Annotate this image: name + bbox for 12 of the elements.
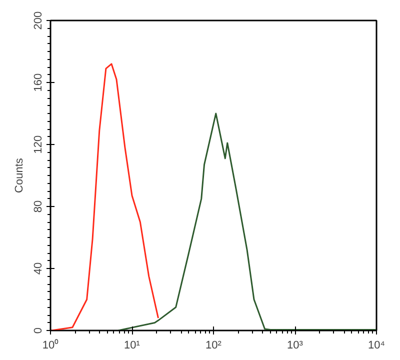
x-tick-label: 10² — [206, 340, 222, 352]
x-tick-label: 10¹ — [124, 340, 140, 352]
y-tick-label: 40 — [32, 262, 44, 275]
y-tick-label: 120 — [32, 135, 44, 154]
y-axis-title: Counts — [14, 158, 26, 193]
x-tick-label: 10⁴ — [368, 340, 386, 352]
y-tick-label: 200 — [32, 11, 44, 30]
x-tick-label: 10³ — [287, 340, 304, 352]
x-tick-label: 10⁰ — [42, 338, 59, 352]
y-tick-label: 160 — [32, 73, 44, 92]
y-tick-label: 80 — [32, 200, 44, 213]
y-tick-label: 0 — [32, 327, 44, 334]
